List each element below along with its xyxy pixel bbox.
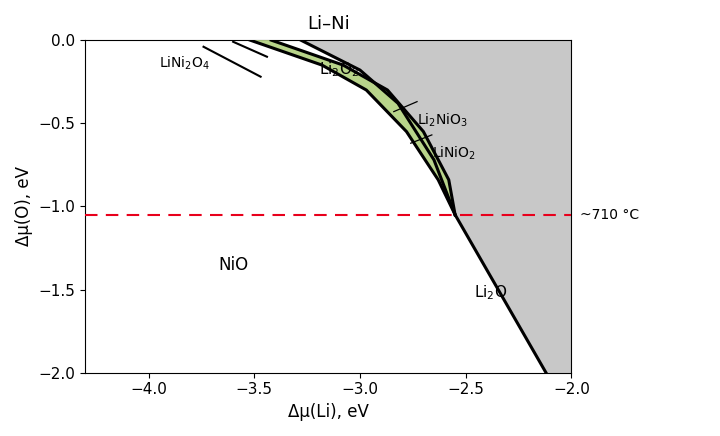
Text: Li$_2$O: Li$_2$O <box>474 283 508 302</box>
Text: NiO: NiO <box>218 255 248 274</box>
Polygon shape <box>250 40 572 373</box>
Text: ~710 °C: ~710 °C <box>580 208 639 222</box>
Text: LiNi$_2$O$_4$: LiNi$_2$O$_4$ <box>159 54 210 72</box>
Title: Li–Ni: Li–Ni <box>307 15 350 33</box>
X-axis label: Δμ(Li), eV: Δμ(Li), eV <box>288 403 369 421</box>
Polygon shape <box>250 40 455 215</box>
Text: Li$_2$NiO$_3$: Li$_2$NiO$_3$ <box>417 111 468 129</box>
Polygon shape <box>301 40 572 373</box>
Polygon shape <box>250 40 455 215</box>
Polygon shape <box>271 40 455 215</box>
Text: Li$_2$O$_2$: Li$_2$O$_2$ <box>319 61 359 79</box>
Text: LiNiO$_2$: LiNiO$_2$ <box>432 144 476 162</box>
Y-axis label: Δμ(O), eV: Δμ(O), eV <box>15 167 33 246</box>
